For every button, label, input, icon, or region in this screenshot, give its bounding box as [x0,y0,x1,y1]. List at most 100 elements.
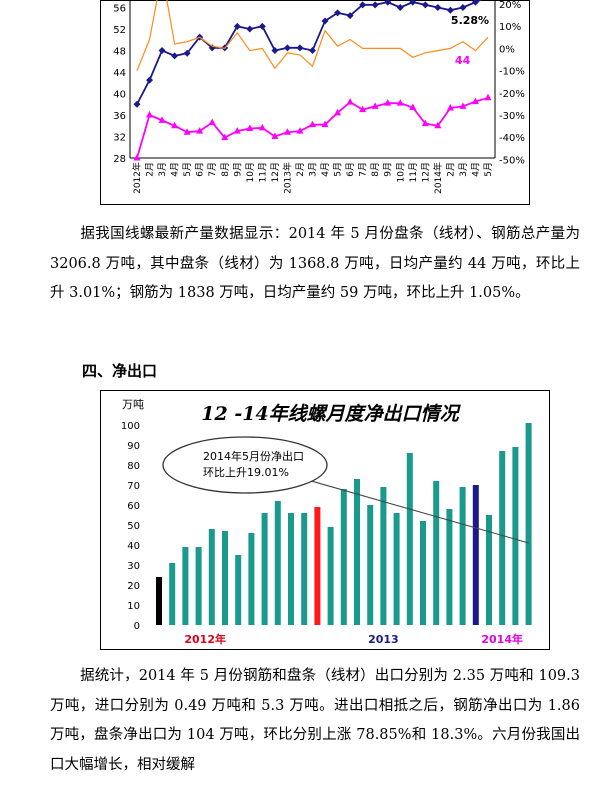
x-tick-label: 5月 [182,162,193,177]
series-point [296,44,304,52]
series-point [271,132,279,139]
left-tick-label: 48 [113,47,126,58]
series-point [271,47,279,54]
series-point [171,121,179,129]
x-tick-label: 2013年 [281,162,293,194]
series-point [296,127,304,134]
bar [499,451,506,625]
annotation-label: 5.28% [451,14,489,27]
left-tick-label: 52 [113,25,126,36]
right-tick-label: 10% [499,22,521,33]
bar [195,547,202,625]
series-point [283,128,291,135]
bar [459,487,466,625]
series-point [196,127,204,134]
series-point [146,76,154,84]
bar [433,481,440,625]
series-point [434,4,442,11]
y-tick-label: 70 [127,481,140,492]
series-point [371,102,379,109]
bar [446,509,453,625]
series-point [183,128,191,135]
bar [288,513,294,625]
bar [354,479,360,625]
series-point [421,119,429,127]
left-tick-label: 40 [113,90,126,101]
series-point [283,44,291,52]
x-tick-label: 9月 [383,162,394,177]
right-tick-label: -50% [499,155,525,166]
series-point [359,1,367,9]
left-tick-label: 44 [113,68,126,79]
x-tick-label: 5月 [483,162,494,177]
bar [327,527,334,625]
x-tick-label: 8月 [220,162,231,177]
series-point [246,25,254,33]
callout-line2: 环比上升19.01% [203,466,289,479]
y-tick-label: 20 [127,581,140,592]
right-tick-label: 0% [499,44,515,55]
series-point [384,0,392,6]
x-tick-label: 3月 [157,162,168,177]
series-point [158,47,166,54]
bar [248,533,255,625]
series-point [208,44,216,52]
bar [472,485,479,625]
x-tick-label: 4月 [320,162,331,177]
y-tick-label: 80 [127,461,140,472]
bar [393,513,400,625]
series-point [409,103,417,110]
left-tick-label: 32 [113,133,126,144]
bar [367,505,374,625]
series-point [208,118,216,126]
series-point [334,9,342,17]
series-point [484,93,492,101]
series-point [133,100,141,108]
bar [182,547,189,625]
series-point [434,121,442,129]
x-tick-label: 4月 [470,162,481,177]
x-tick-label: 12月 [420,162,431,182]
left-tick-label: 28 [113,154,126,165]
series-point [258,123,266,131]
paragraph-net-export: 据统计，2014 年 5 月份钢筋和盘条（线材）出口分别为 2.35 万吨和 1… [50,662,580,780]
paragraph-net-export-text: 据统计，2014 年 5 月份钢筋和盘条（线材）出口分别为 2.35 万吨和 1… [50,668,580,773]
x-tick-label: 11月 [257,162,268,182]
bar [208,529,215,625]
left-tick-label: 36 [113,111,126,122]
paragraph-production: 据我国线螺最新产量数据显示：2014 年 5 月份盘条（线材）、钢筋总产量为 3… [50,220,580,309]
year-label: 2014年 [481,632,523,646]
paragraph-production-text: 据我国线螺最新产量数据显示：2014 年 5 月份盘条（线材）、钢筋总产量为 3… [50,226,580,301]
x-tick-label: 12月 [270,162,281,182]
series-point [421,1,429,9]
year-label: 2013 [368,633,399,646]
y-tick-label: 40 [127,541,140,552]
y-tick-label: 50 [127,521,140,532]
series-point [233,22,241,30]
bar [274,501,281,625]
x-tick-label: 7月 [207,162,218,177]
right-tick-label: -30% [499,111,525,122]
series-point [459,102,467,109]
series-point [409,0,417,6]
right-tick-label: -10% [499,67,525,78]
right-tick-label: -20% [499,89,525,100]
series-point [221,133,229,141]
bar [222,531,228,625]
left-tick-label: 56 [113,4,126,15]
series-line [136,0,489,71]
series-point [321,120,329,128]
bar [525,423,532,625]
x-tick-label: 6月 [345,162,356,177]
y-tick-label: 30 [127,561,140,572]
series-point [446,104,454,111]
series-point [384,99,392,106]
series-point [133,154,141,161]
x-tick-label: 2月 [295,162,306,177]
section-heading-net-export: 四、净出口 [82,362,158,380]
x-tick-label: 10月 [245,162,256,182]
x-tick-label: 9月 [232,162,243,177]
x-tick-label: 2014年 [432,162,444,194]
x-tick-label: 8月 [370,162,381,177]
x-tick-label: 3月 [308,162,319,177]
